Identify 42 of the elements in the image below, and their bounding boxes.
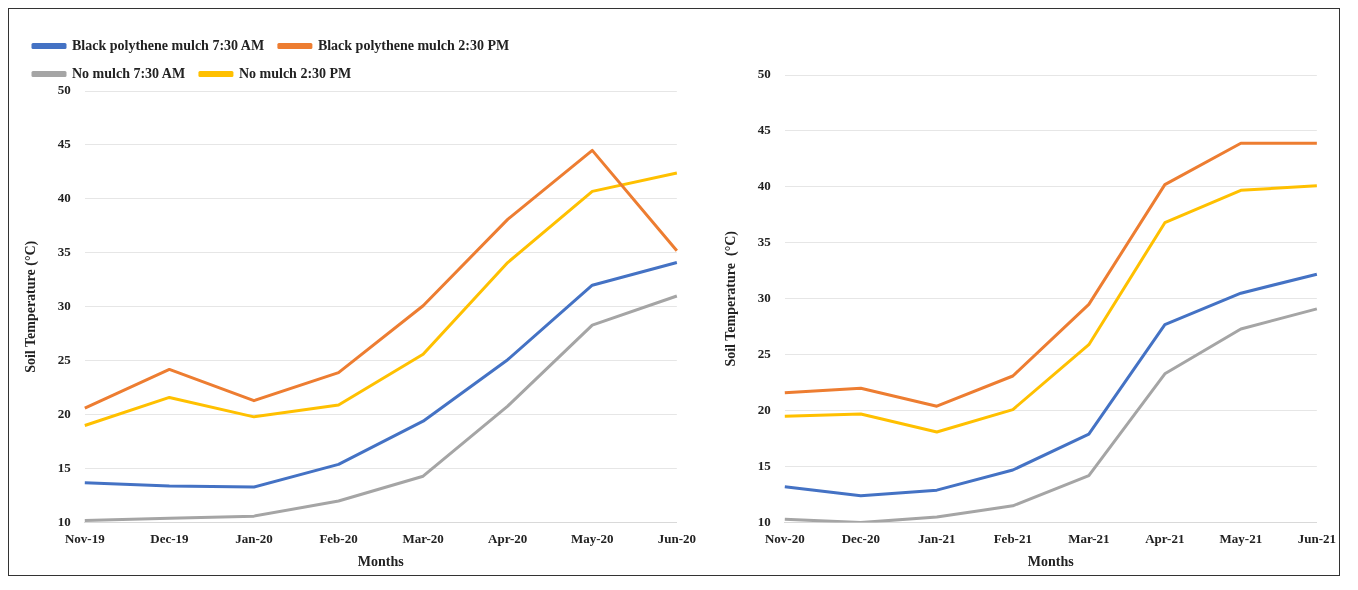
y-tick-label: 10: [757, 513, 771, 529]
y-tick-label: 25: [57, 352, 72, 368]
y-tick-label: 30: [57, 298, 71, 314]
x-tick-label: Feb-20: [319, 530, 358, 546]
legend-label: Black polythene mulch 2:30 PM: [317, 37, 510, 53]
y-tick-label: 40: [757, 178, 771, 194]
y-tick-label: 45: [757, 122, 772, 138]
x-tick-label: Mar-20: [402, 530, 444, 546]
y-tick-label: 30: [757, 290, 771, 306]
x-tick-label: Mar-21: [1068, 530, 1110, 546]
x-tick-label: Nov-19: [64, 530, 106, 546]
y-axis-title: Soil Temperature (°C): [23, 240, 40, 373]
x-tick-label: Feb-21: [993, 530, 1032, 546]
y-axis-title: Soil Temperature (°C): [723, 230, 740, 367]
x-tick-label: Apr-21: [1145, 530, 1185, 546]
y-tick-label: 20: [757, 402, 771, 418]
legend-label: Black polythene mulch 7:30 AM: [72, 37, 265, 53]
x-tick-label: Nov-20: [764, 530, 805, 546]
x-tick-label: Jan-20: [235, 530, 273, 546]
x-tick-label: Apr-20: [488, 530, 528, 546]
x-tick-label: Jun-20: [657, 530, 696, 546]
y-tick-label: 45: [57, 136, 72, 152]
legend-label: No mulch 2:30 PM: [238, 65, 352, 81]
y-tick-label: 20: [57, 406, 71, 422]
x-tick-label: Dec-20: [841, 530, 880, 546]
y-tick-label: 25: [757, 346, 772, 362]
legend-label: No mulch 7:30 AM: [72, 65, 186, 81]
y-tick-label: 10: [57, 513, 71, 529]
y-tick-label: 50: [57, 82, 71, 98]
y-tick-label: 15: [57, 460, 72, 476]
x-tick-label: Dec-19: [150, 530, 189, 546]
x-axis-title: Months: [1027, 554, 1075, 570]
y-tick-label: 35: [757, 234, 772, 250]
x-tick-label: May-20: [570, 530, 614, 546]
y-tick-label: 50: [757, 66, 771, 82]
x-tick-label: Jan-21: [918, 530, 956, 546]
x-tick-label: Jun-21: [1297, 530, 1336, 546]
x-axis-title: Months: [357, 554, 405, 570]
y-tick-label: 35: [57, 244, 72, 260]
x-tick-label: May-21: [1219, 530, 1263, 546]
y-tick-label: 40: [57, 190, 71, 206]
y-tick-label: 15: [757, 458, 772, 474]
